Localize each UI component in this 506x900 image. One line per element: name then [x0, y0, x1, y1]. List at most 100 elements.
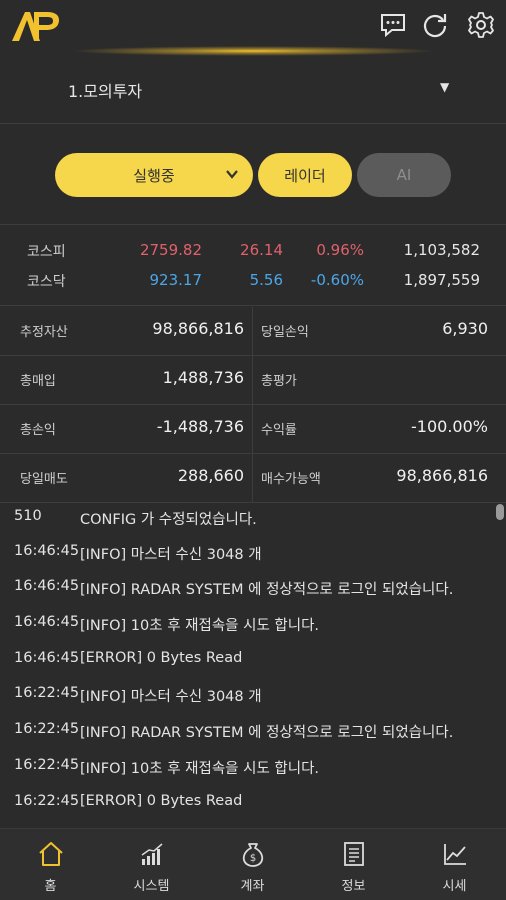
- app-header: [0, 0, 506, 56]
- ai-label: AI: [396, 166, 412, 184]
- log-message: [INFO] 마스터 수신 3048 개: [80, 689, 262, 705]
- log-message: [INFO] RADAR SYSTEM 에 정상적으로 로그인 되었습니다.: [80, 725, 454, 741]
- log-time: 16:22:45: [14, 721, 80, 737]
- tab-label: 정보: [341, 879, 366, 894]
- log-message: [INFO] RADAR SYSTEM 에 정상적으로 로그인 되었습니다.: [80, 582, 454, 598]
- log-line: 16:46:45 [ERROR] 0 Bytes Read: [0, 650, 500, 686]
- index-change: 26.14: [240, 241, 283, 259]
- tab-label: 시스템: [133, 879, 170, 894]
- total-eval-label: 총평가: [261, 374, 297, 389]
- event-log[interactable]: 510 CONFIG 가 수정되었습니다. 16:46:45 [INFO] 마스…: [0, 504, 506, 828]
- return-rate-value: -100.00%: [411, 417, 488, 436]
- total-buy-value: 1,488,736: [162, 368, 244, 387]
- est-assets-cell: 추정자산 98,866,816: [0, 307, 253, 356]
- est-assets-label: 추정자산: [20, 325, 68, 340]
- tab-label: 계좌: [240, 879, 265, 894]
- est-assets-value: 98,866,816: [152, 319, 244, 338]
- tab-info[interactable]: 정보: [303, 829, 404, 900]
- index-change: 5.56: [249, 271, 283, 289]
- dropdown-caret-icon: ▼: [440, 80, 450, 94]
- svg-text:$: $: [250, 853, 256, 864]
- tab-quotes[interactable]: 시세: [404, 829, 505, 900]
- daily-pl-cell: 당일손익 6,930: [253, 307, 506, 356]
- log-line: 16:22:45 [INFO] RADAR SYSTEM 에 정상적으로 로그인…: [0, 721, 500, 757]
- log-time: 510: [14, 508, 42, 524]
- index-row-kospi: 코스피 2759.82 26.14 0.96% 1,103,582: [0, 241, 506, 267]
- run-status-label: 실행중: [133, 166, 175, 185]
- index-name: 코스닥: [27, 274, 66, 290]
- total-eval-cell: 총평가: [253, 356, 506, 405]
- document-icon: [344, 842, 364, 866]
- total-pl-value: -1,488,736: [156, 417, 244, 436]
- index-volume: 1,103,582: [403, 241, 480, 259]
- log-scrollbar[interactable]: [496, 504, 504, 520]
- log-time: 16:22:45: [14, 757, 80, 773]
- tab-account[interactable]: $ 계좌: [202, 829, 303, 900]
- daily-sell-label: 당일매도: [20, 472, 68, 487]
- log-message: CONFIG 가 수정되었습니다.: [80, 512, 257, 528]
- ap-logo: [12, 12, 59, 41]
- bottom-tab-bar: 홈 시스템 $ 계좌 정보 시세: [0, 828, 506, 900]
- account-summary: 추정자산 98,866,816 당일손익 6,930 총매입 1,488,736…: [0, 307, 506, 503]
- bar-chart-icon: [141, 843, 163, 865]
- tab-system[interactable]: 시스템: [101, 829, 202, 900]
- log-message: [INFO] 10초 후 재접속을 시도 합니다.: [80, 761, 320, 777]
- total-pl-cell: 총손익 -1,488,736: [0, 405, 253, 454]
- daily-pl-value: 6,930: [442, 319, 488, 338]
- money-bag-icon: $: [242, 843, 264, 867]
- return-rate-cell: 수익률 -100.00%: [253, 405, 506, 454]
- index-percent: -0.60%: [310, 271, 364, 289]
- chevron-down-icon: [226, 170, 238, 179]
- total-pl-label: 총손익: [20, 423, 56, 438]
- log-line: 16:22:45 [INFO] 10초 후 재접속을 시도 합니다.: [0, 757, 500, 793]
- gear-icon[interactable]: [467, 11, 495, 39]
- log-line: 16:46:45 [INFO] 10초 후 재접속을 시도 합니다.: [0, 614, 500, 650]
- daily-sell-value: 288,660: [177, 466, 244, 485]
- buy-power-cell: 매수가능액 98,866,816: [253, 454, 506, 503]
- radar-button[interactable]: 레이더: [258, 153, 352, 197]
- buy-power-label: 매수가능액: [261, 472, 321, 487]
- index-name: 코스피: [27, 244, 66, 260]
- log-line: 510 CONFIG 가 수정되었습니다.: [0, 508, 500, 544]
- tab-home[interactable]: 홈: [0, 829, 101, 900]
- header-glow-divider: [70, 46, 436, 56]
- line-chart-icon: [444, 844, 466, 865]
- account-label: 1.모의투자: [68, 82, 143, 101]
- refresh-icon[interactable]: [421, 11, 449, 39]
- log-time: 16:22:45: [14, 793, 80, 809]
- tab-label: 홈: [44, 879, 57, 894]
- radar-label: 레이더: [284, 166, 326, 185]
- market-indices: 코스피 2759.82 26.14 0.96% 1,103,582 코스닥 92…: [0, 226, 506, 306]
- daily-pl-label: 당일손익: [261, 325, 309, 340]
- index-percent: 0.96%: [316, 241, 364, 259]
- index-value: 2759.82: [139, 241, 202, 259]
- buy-power-value: 98,866,816: [396, 466, 488, 485]
- log-line: 16:46:45 [INFO] 마스터 수신 3048 개: [0, 543, 500, 579]
- log-message: [ERROR] 0 Bytes Read: [80, 793, 243, 809]
- log-time: 16:22:45: [14, 685, 80, 701]
- log-time: 16:46:45: [14, 543, 80, 559]
- total-buy-label: 총매입: [20, 374, 56, 389]
- log-message: [ERROR] 0 Bytes Read: [80, 650, 243, 666]
- daily-sell-cell: 당일매도 288,660: [0, 454, 253, 503]
- index-value: 923.17: [149, 271, 203, 289]
- account-selector[interactable]: 1.모의투자 ▼: [0, 56, 506, 124]
- log-message: [INFO] 10초 후 재접속을 시도 합니다.: [80, 618, 320, 634]
- log-time: 16:46:45: [14, 578, 80, 594]
- log-line: 16:22:45 [INFO] 마스터 수신 3048 개: [0, 685, 500, 721]
- index-volume: 1,897,559: [403, 271, 480, 289]
- index-row-kosdaq: 코스닥 923.17 5.56 -0.60% 1,897,559: [0, 271, 506, 297]
- log-time: 16:46:45: [14, 614, 80, 630]
- log-line: 16:46:45 [INFO] RADAR SYSTEM 에 정상적으로 로그인…: [0, 578, 500, 614]
- log-line: 16:22:45 [ERROR] 0 Bytes Read: [0, 793, 500, 828]
- control-buttons: 실행중 레이더 AI: [0, 125, 506, 225]
- run-status-button[interactable]: 실행중: [55, 153, 253, 197]
- total-buy-cell: 총매입 1,488,736: [0, 356, 253, 405]
- log-message: [INFO] 마스터 수신 3048 개: [80, 547, 262, 563]
- chat-icon[interactable]: [379, 11, 407, 39]
- log-time: 16:46:45: [14, 650, 80, 666]
- return-rate-label: 수익률: [261, 423, 297, 438]
- home-icon: [39, 842, 63, 866]
- ai-button[interactable]: AI: [357, 153, 451, 197]
- tab-label: 시세: [442, 879, 467, 894]
